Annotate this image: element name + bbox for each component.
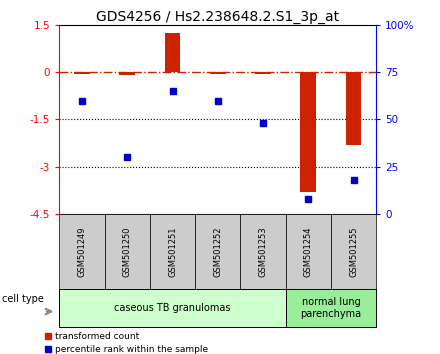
Text: caseous TB granulomas: caseous TB granulomas [114,303,231,313]
Text: GSM501254: GSM501254 [304,226,313,276]
Title: GDS4256 / Hs2.238648.2.S1_3p_at: GDS4256 / Hs2.238648.2.S1_3p_at [96,10,339,24]
Bar [301,72,316,192]
Text: normal lung
parenchyma: normal lung parenchyma [301,297,362,319]
Bar [346,72,362,145]
Text: GSM501251: GSM501251 [168,226,177,276]
Text: GSM501250: GSM501250 [123,226,132,276]
Text: GSM501249: GSM501249 [77,226,87,276]
Legend: transformed count, percentile rank within the sample: transformed count, percentile rank withi… [44,332,208,354]
Bar [210,72,226,74]
Bar [165,33,180,72]
Text: GSM501255: GSM501255 [349,226,358,276]
Text: GSM501252: GSM501252 [213,226,222,276]
Bar [74,72,90,74]
Text: GSM501253: GSM501253 [259,226,268,277]
Bar [119,72,135,75]
Bar [255,72,271,74]
Text: cell type: cell type [2,294,44,304]
